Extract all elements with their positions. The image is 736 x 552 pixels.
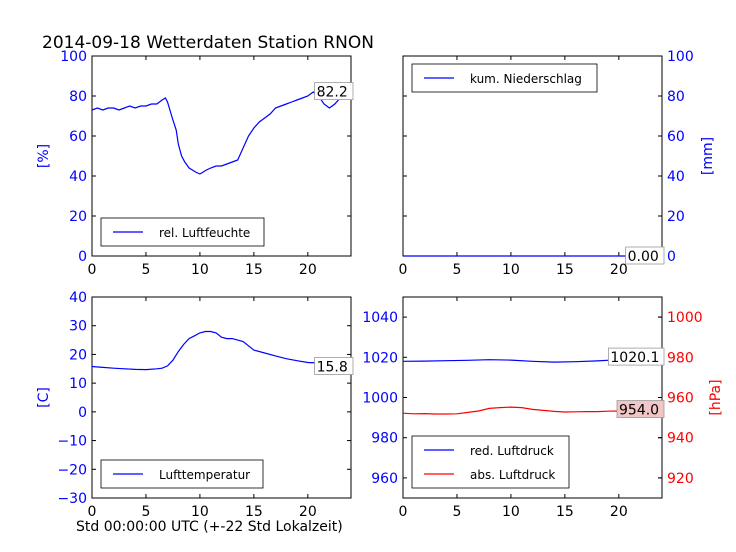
series-line-1: [91, 330, 352, 371]
y-axis-label: [C]: [36, 387, 52, 408]
series-line-1: [91, 91, 352, 175]
y-tick-label: 40: [69, 169, 87, 185]
chart-panel-4: 0 5 10 15 20 960 980 1000 1020 1040 920 940 960 980 10…: [362, 296, 724, 520]
value-label: 15.8: [317, 359, 348, 375]
x-tick-label: 20: [610, 504, 628, 520]
plot-frame: [91, 296, 352, 499]
y-tick-label: 80: [667, 89, 685, 105]
value-label: 954.0: [619, 403, 659, 419]
y-tick-label: 40: [69, 290, 87, 306]
y-tick-label: −30: [57, 491, 87, 507]
y-tick-label: 1000: [362, 391, 398, 407]
y-tick-label: 0: [78, 249, 87, 265]
x-tick-label: 5: [452, 504, 461, 520]
legend: red. Luftdruck abs. Luftdruck: [411, 435, 570, 489]
x-tick-label: 10: [502, 262, 520, 278]
legend-label: Lufttemperatur: [159, 468, 250, 482]
y-tick-label: −20: [57, 462, 87, 478]
y-tick-label: 30: [69, 319, 87, 335]
value-label-box: [608, 347, 665, 366]
x-tick-label: 0: [399, 262, 408, 278]
x-tick-label: 10: [191, 504, 209, 520]
y-tick-label: 60: [69, 129, 87, 145]
x-tick-label: 5: [141, 262, 150, 278]
x-tick-label: 5: [141, 504, 150, 520]
x-tick-label: 15: [245, 262, 263, 278]
y-tick-label-right: 960: [667, 391, 694, 407]
chart-panel-3: 0 5 10 15 20 −30 −20 −10 0 10 20 30 40 [C] 15.8 Lufttem…: [36, 290, 354, 520]
x-tick-label: 5: [452, 262, 461, 278]
x-tick-label: 10: [502, 504, 520, 520]
y-tick-label: 20: [69, 209, 87, 225]
plot-frame: [91, 55, 352, 257]
chart-panel-1: 0 5 10 15 20 0 20 40 60 80 100 [%] 82.2 rel. Luftfeuc…: [36, 49, 354, 278]
y-tick-label: 980: [371, 431, 398, 447]
y-tick-label-right: 1000: [667, 310, 703, 326]
y-tick-label: 0: [667, 249, 676, 265]
x-tick-label: 10: [191, 262, 209, 278]
y-tick-label: 60: [667, 129, 685, 145]
y-tick-label: 100: [667, 49, 694, 65]
figure-title: 2014-09-18 Wetterdaten Station RNON: [42, 33, 374, 53]
x-tick-label: 20: [610, 262, 628, 278]
y-tick-label: 100: [60, 49, 87, 65]
y-tick-label: 0: [78, 405, 87, 421]
y-tick-label: 10: [69, 376, 87, 392]
legend-label: red. Luftdruck: [470, 444, 554, 458]
legend-box: [411, 435, 570, 489]
legend-label: rel. Luftfeuchte: [159, 226, 250, 240]
chart-panel-2: 0 5 10 15 20 0 20 40 60 80 100 [mm] 0.00 kum. Nieders…: [399, 49, 716, 278]
y-tick-label: 20: [667, 209, 685, 225]
x-tick-label: 0: [88, 262, 97, 278]
y-tick-label: 960: [371, 471, 398, 487]
x-tick-label: 15: [556, 504, 574, 520]
legend: Lufttemperatur: [100, 459, 264, 489]
y-axis-label: [mm]: [700, 137, 716, 175]
x-tick-label: 0: [88, 504, 97, 520]
figure-xlabel: Std 00:00:00 UTC (+-22 Std Lokalzeit): [76, 519, 343, 535]
y-tick-label-right: 940: [667, 431, 694, 447]
y-tick-label: 1040: [362, 310, 398, 326]
x-tick-label: 20: [299, 504, 317, 520]
y-axis-label: [%]: [36, 144, 52, 168]
legend: kum. Niederschlag: [411, 63, 598, 93]
x-tick-label: 0: [399, 504, 408, 520]
y-tick-label: 1020: [362, 350, 398, 366]
y-tick-label-right: 920: [667, 471, 694, 487]
value-label-box: [314, 82, 354, 100]
legend-label: kum. Niederschlag: [470, 72, 582, 86]
y-tick-label: 80: [69, 89, 87, 105]
value-label-box: [616, 400, 665, 418]
value-label: 0.00: [628, 249, 659, 265]
y-tick-label-right: 980: [667, 350, 694, 366]
value-label: 1020.1: [610, 350, 659, 366]
y-tick-label: 20: [69, 347, 87, 363]
value-label: 82.2: [317, 85, 348, 101]
value-label-box: [314, 357, 354, 375]
y-tick-label: −10: [57, 434, 87, 450]
x-tick-label: 20: [299, 262, 317, 278]
legend-label: abs. Luftdruck: [470, 468, 555, 482]
y-tick-label: 40: [667, 169, 685, 185]
value-label-box: [625, 246, 665, 265]
y-axis-label: [hPa]: [708, 379, 724, 415]
legend: rel. Luftfeuchte: [100, 217, 265, 247]
x-tick-label: 15: [556, 262, 574, 278]
x-tick-label: 15: [245, 504, 263, 520]
